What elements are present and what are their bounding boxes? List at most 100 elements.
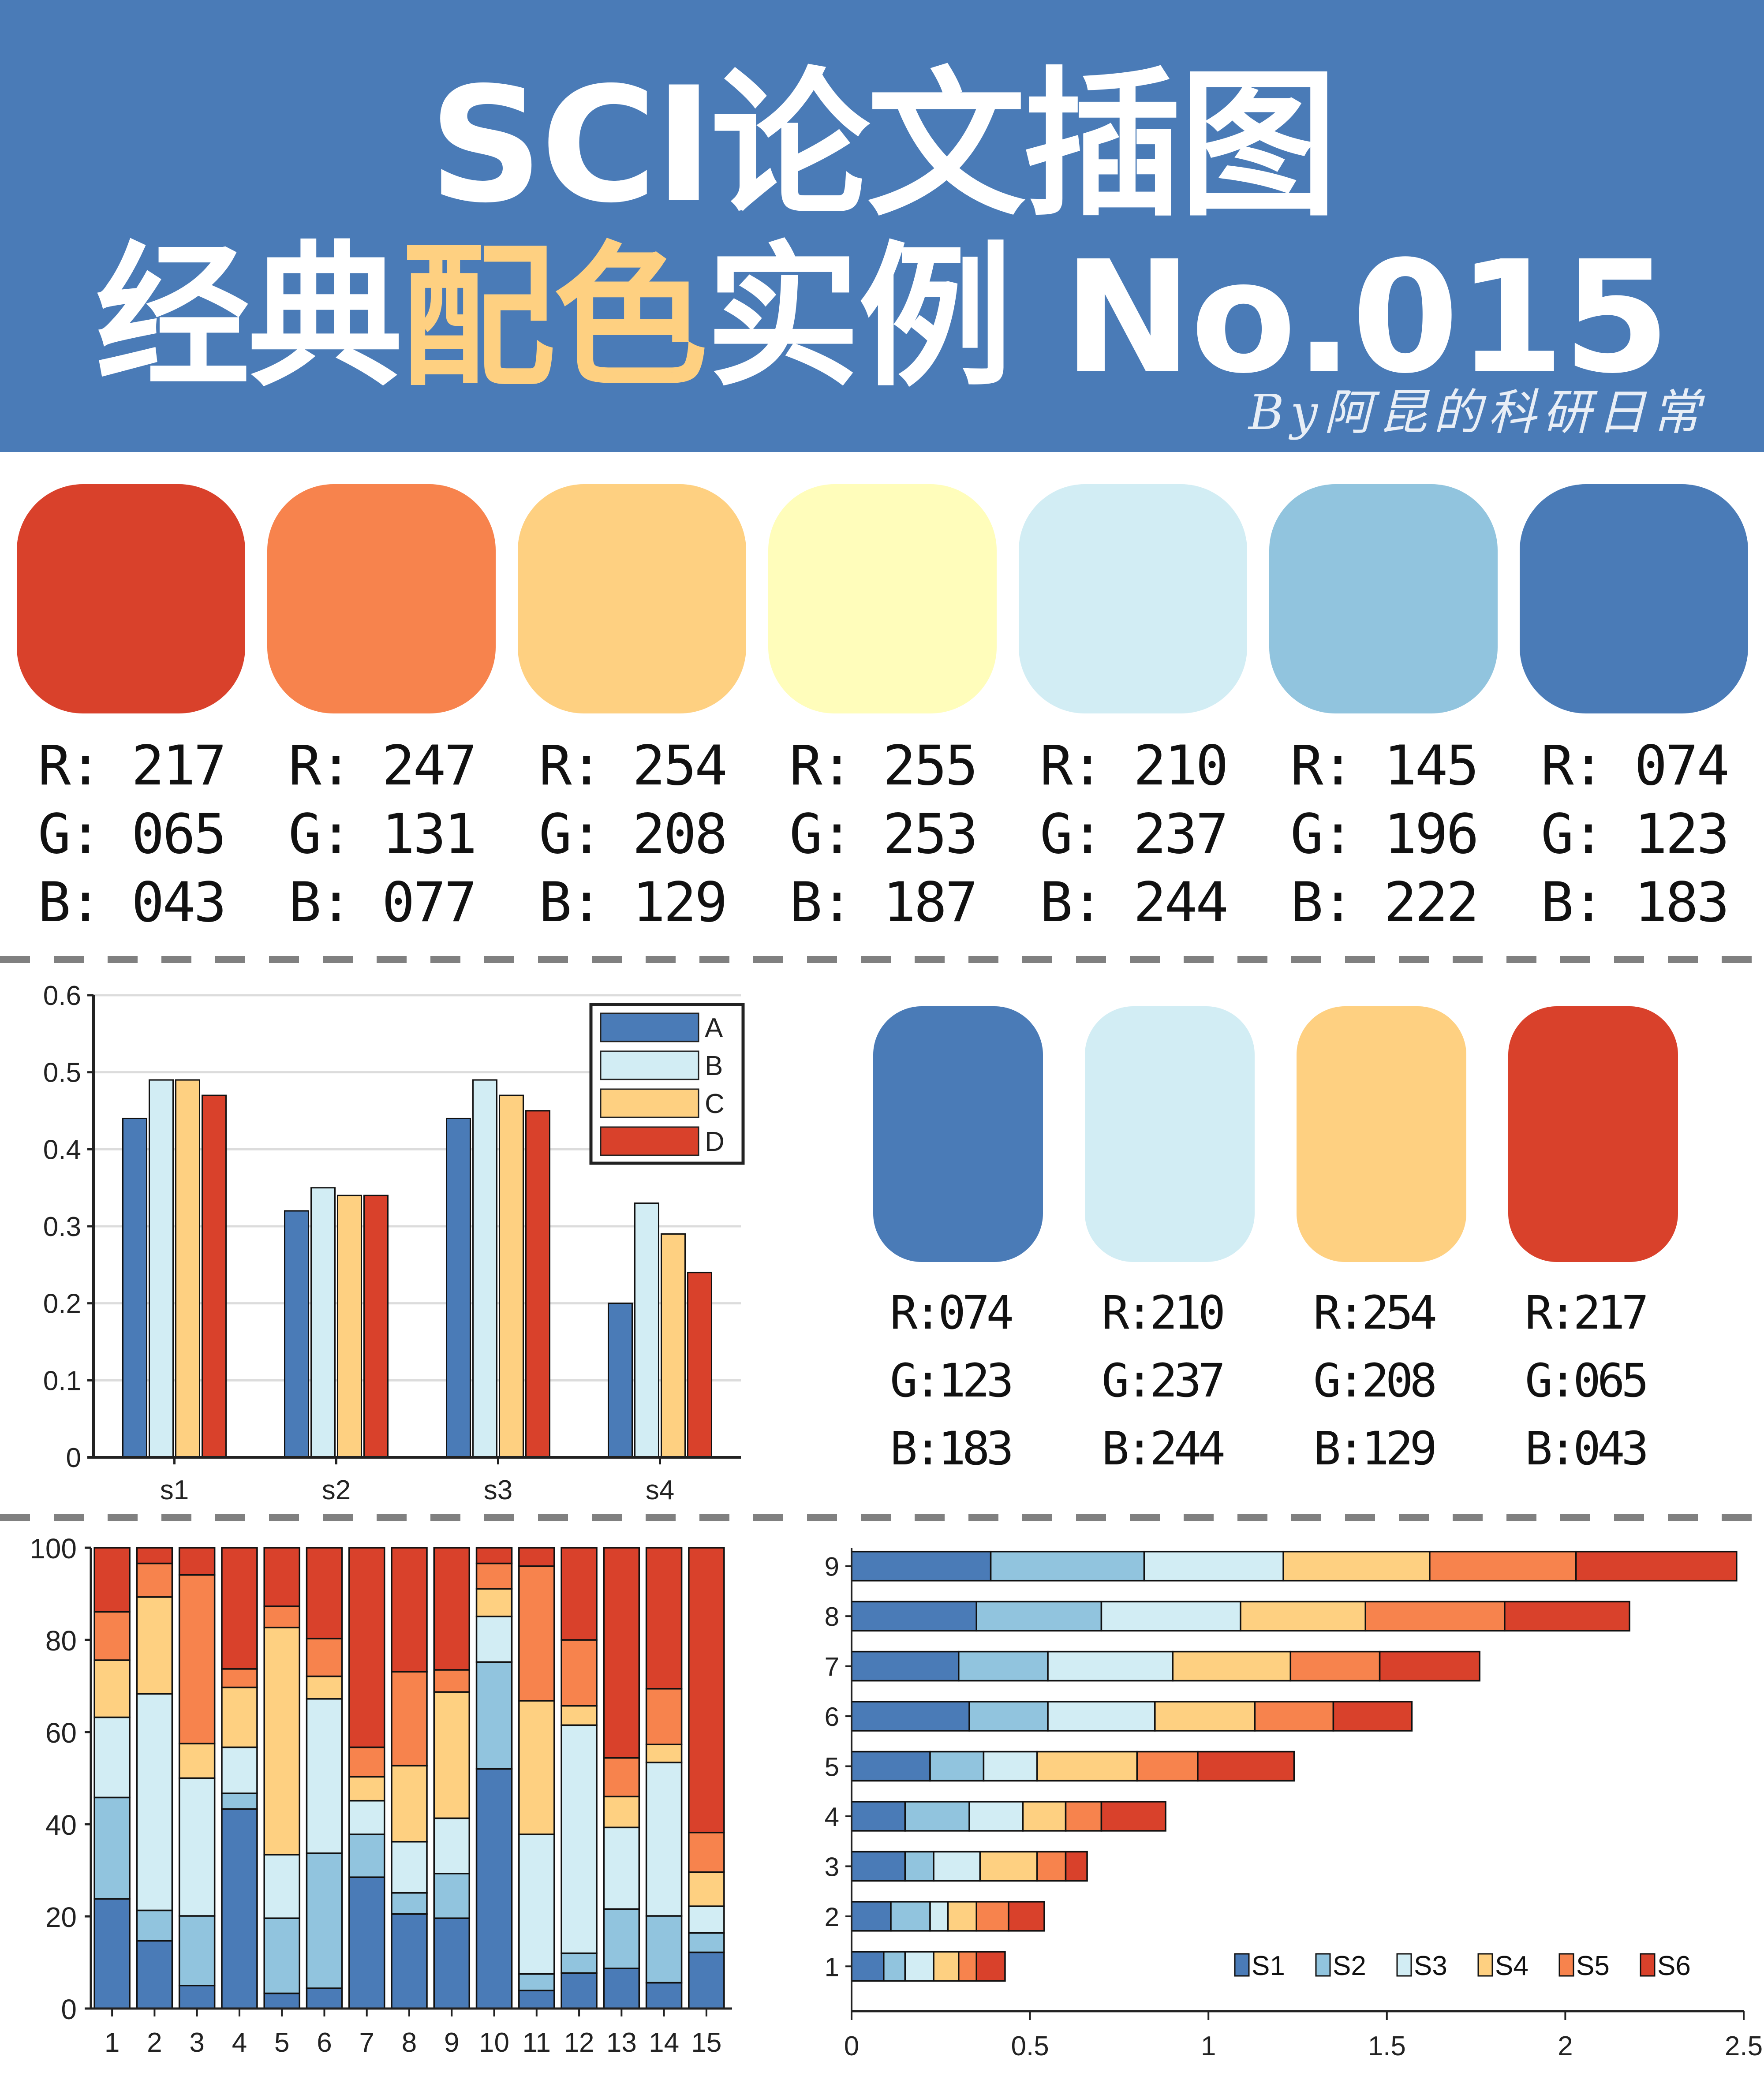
stacked-segment — [561, 1724, 598, 1954]
stacked-segment — [93, 1611, 131, 1661]
rgb-value-b: B: 183 — [1541, 871, 1730, 934]
x-tick-label: 14 — [649, 2027, 679, 2058]
stacked-segment — [221, 1686, 258, 1748]
stacked-segment — [603, 1547, 640, 1759]
bar — [608, 1303, 633, 1458]
stacked-segment — [1036, 1851, 1067, 1882]
stacked-segment — [603, 1826, 640, 1910]
rgb-value-r: R:210 — [1102, 1286, 1226, 1340]
rgb-value-g: G: 253 — [789, 803, 978, 866]
stacked-segment — [433, 1547, 471, 1671]
y-tick-label: 0 — [61, 1994, 77, 2025]
bar — [634, 1202, 659, 1458]
stacked-segment — [883, 1951, 906, 1982]
y-tick-label: 100 — [30, 1533, 77, 1564]
stacked-segment — [603, 1757, 640, 1798]
y-tick-label: 0 — [66, 1443, 81, 1473]
stacked-segment — [391, 1913, 428, 2009]
header-banner: SCI论文插图 经典配色实例 No.015 By阿昆的科研日常 — [0, 0, 1764, 452]
stacked-segment — [136, 1693, 173, 1912]
dashed-divider-1 — [0, 956, 1764, 963]
stacked-segment — [603, 1796, 640, 1829]
x-tick-label: s2 — [322, 1475, 351, 1505]
x-tick-label: 1 — [1201, 2031, 1216, 2061]
rgb-value-r: R: 145 — [1290, 734, 1479, 798]
legend-swatch — [1558, 1953, 1574, 1977]
x-tick-label: 2.5 — [1725, 2031, 1763, 2061]
stacked-segment — [136, 1562, 173, 1598]
x-tick-label: 4 — [232, 2027, 247, 2058]
x-tick-label: 10 — [479, 2027, 509, 2058]
stacked-bar-chart: 0 20 40 60 80 100 1 2 3 4 5 6 7 8 9 10 11 12 13 14 15 — [0, 1530, 776, 2074]
legend-label: D — [705, 1127, 725, 1157]
stacked-segment — [1100, 1601, 1241, 1632]
x-tick-label: 9 — [444, 2027, 459, 2058]
stacked-segment — [475, 1588, 513, 1617]
rgb-value-b: B: 222 — [1290, 871, 1479, 934]
stacked-segment — [851, 1701, 970, 1732]
x-tick-label: 5 — [274, 2027, 289, 2058]
x-tick-label: 7 — [359, 2027, 374, 2058]
horizontal-stacked-bar-chart: 1 2 3 4 5 6 7 8 9 0 0.5 1 1.5 2 2.5 S1 S2 S3 S4 S5 S6 — [785, 1530, 1764, 2074]
stacked-segment — [645, 1688, 683, 1745]
legend-swatch — [600, 1126, 699, 1156]
stacked-segment — [178, 1547, 216, 1576]
bar — [122, 1117, 147, 1458]
stacked-segment — [561, 1952, 598, 1974]
rgb-value-g: G: 131 — [288, 803, 477, 866]
horizontal-stacked-bar-chart-svg: 1 2 3 4 5 6 7 8 9 0 0.5 1 1.5 2 2.5 S1 S2 S3 S4 S5 S6 — [825, 1548, 1763, 2061]
stacked-segment — [518, 1700, 555, 1835]
stacked-segment — [306, 1987, 343, 2009]
color-swatch — [17, 484, 245, 713]
stacked-segment — [178, 1915, 216, 1986]
title-line-2: 经典配色实例 No.015 — [0, 234, 1764, 401]
rgb-value-r: R:217 — [1525, 1286, 1649, 1340]
stacked-segment — [263, 1854, 300, 1919]
stacked-segment — [688, 1547, 725, 1833]
stacked-segment — [306, 1675, 343, 1700]
stacked-segment — [93, 1547, 131, 1613]
rgb-value-r: R:074 — [890, 1286, 1014, 1340]
legend-swatch — [1234, 1953, 1250, 1977]
legend-label: B — [705, 1051, 723, 1081]
bar — [525, 1110, 550, 1458]
stacked-segment — [947, 1901, 977, 1932]
color-swatch — [1085, 1006, 1255, 1262]
stacked-segment — [983, 1751, 1038, 1782]
rgb-value-r: R:254 — [1313, 1286, 1437, 1340]
stacked-segment — [221, 1547, 258, 1670]
stacked-segment — [929, 1751, 985, 1782]
stacked-segment — [518, 1973, 555, 1991]
stacked-segment — [348, 1776, 385, 1802]
rgb-value-b: B:129 — [1313, 1422, 1437, 1475]
stacked-segment — [518, 1565, 555, 1702]
dashed-divider-2 — [0, 1514, 1764, 1521]
stacked-segment — [221, 1746, 258, 1794]
title-line-2-suffix: 实例 No.015 — [706, 228, 1671, 407]
rgb-value-b: B: 043 — [38, 871, 227, 934]
legend-label: A — [705, 1013, 723, 1043]
stacked-segment — [1197, 1751, 1295, 1782]
stacked-segment — [475, 1768, 513, 2009]
stacked-segment — [958, 1650, 1049, 1682]
stacked-segment — [306, 1547, 343, 1639]
color-swatch — [1269, 484, 1498, 713]
stacked-segment — [851, 1650, 960, 1682]
rgb-value-r: R: 074 — [1541, 734, 1730, 798]
stacked-segment — [178, 1777, 216, 1917]
stacked-segment — [688, 1932, 725, 1953]
title-line-2-prefix: 经典 — [95, 228, 403, 407]
legend-label: S3 — [1414, 1951, 1447, 1981]
x-tick-label: 2 — [147, 2027, 162, 2058]
rgb-value-g: G:065 — [1525, 1354, 1649, 1408]
stacked-segment — [688, 1832, 725, 1873]
rgb-value-r: R: 247 — [288, 734, 477, 798]
y-tick-label: 0.5 — [43, 1058, 81, 1088]
y-tick-label: 0.6 — [43, 981, 81, 1011]
stacked-segment — [1172, 1650, 1292, 1682]
stacked-segment — [561, 1547, 598, 1641]
rgb-value-r: R: 217 — [38, 734, 227, 798]
stacked-segment — [968, 1701, 1049, 1732]
legend-swatch — [600, 1088, 699, 1118]
